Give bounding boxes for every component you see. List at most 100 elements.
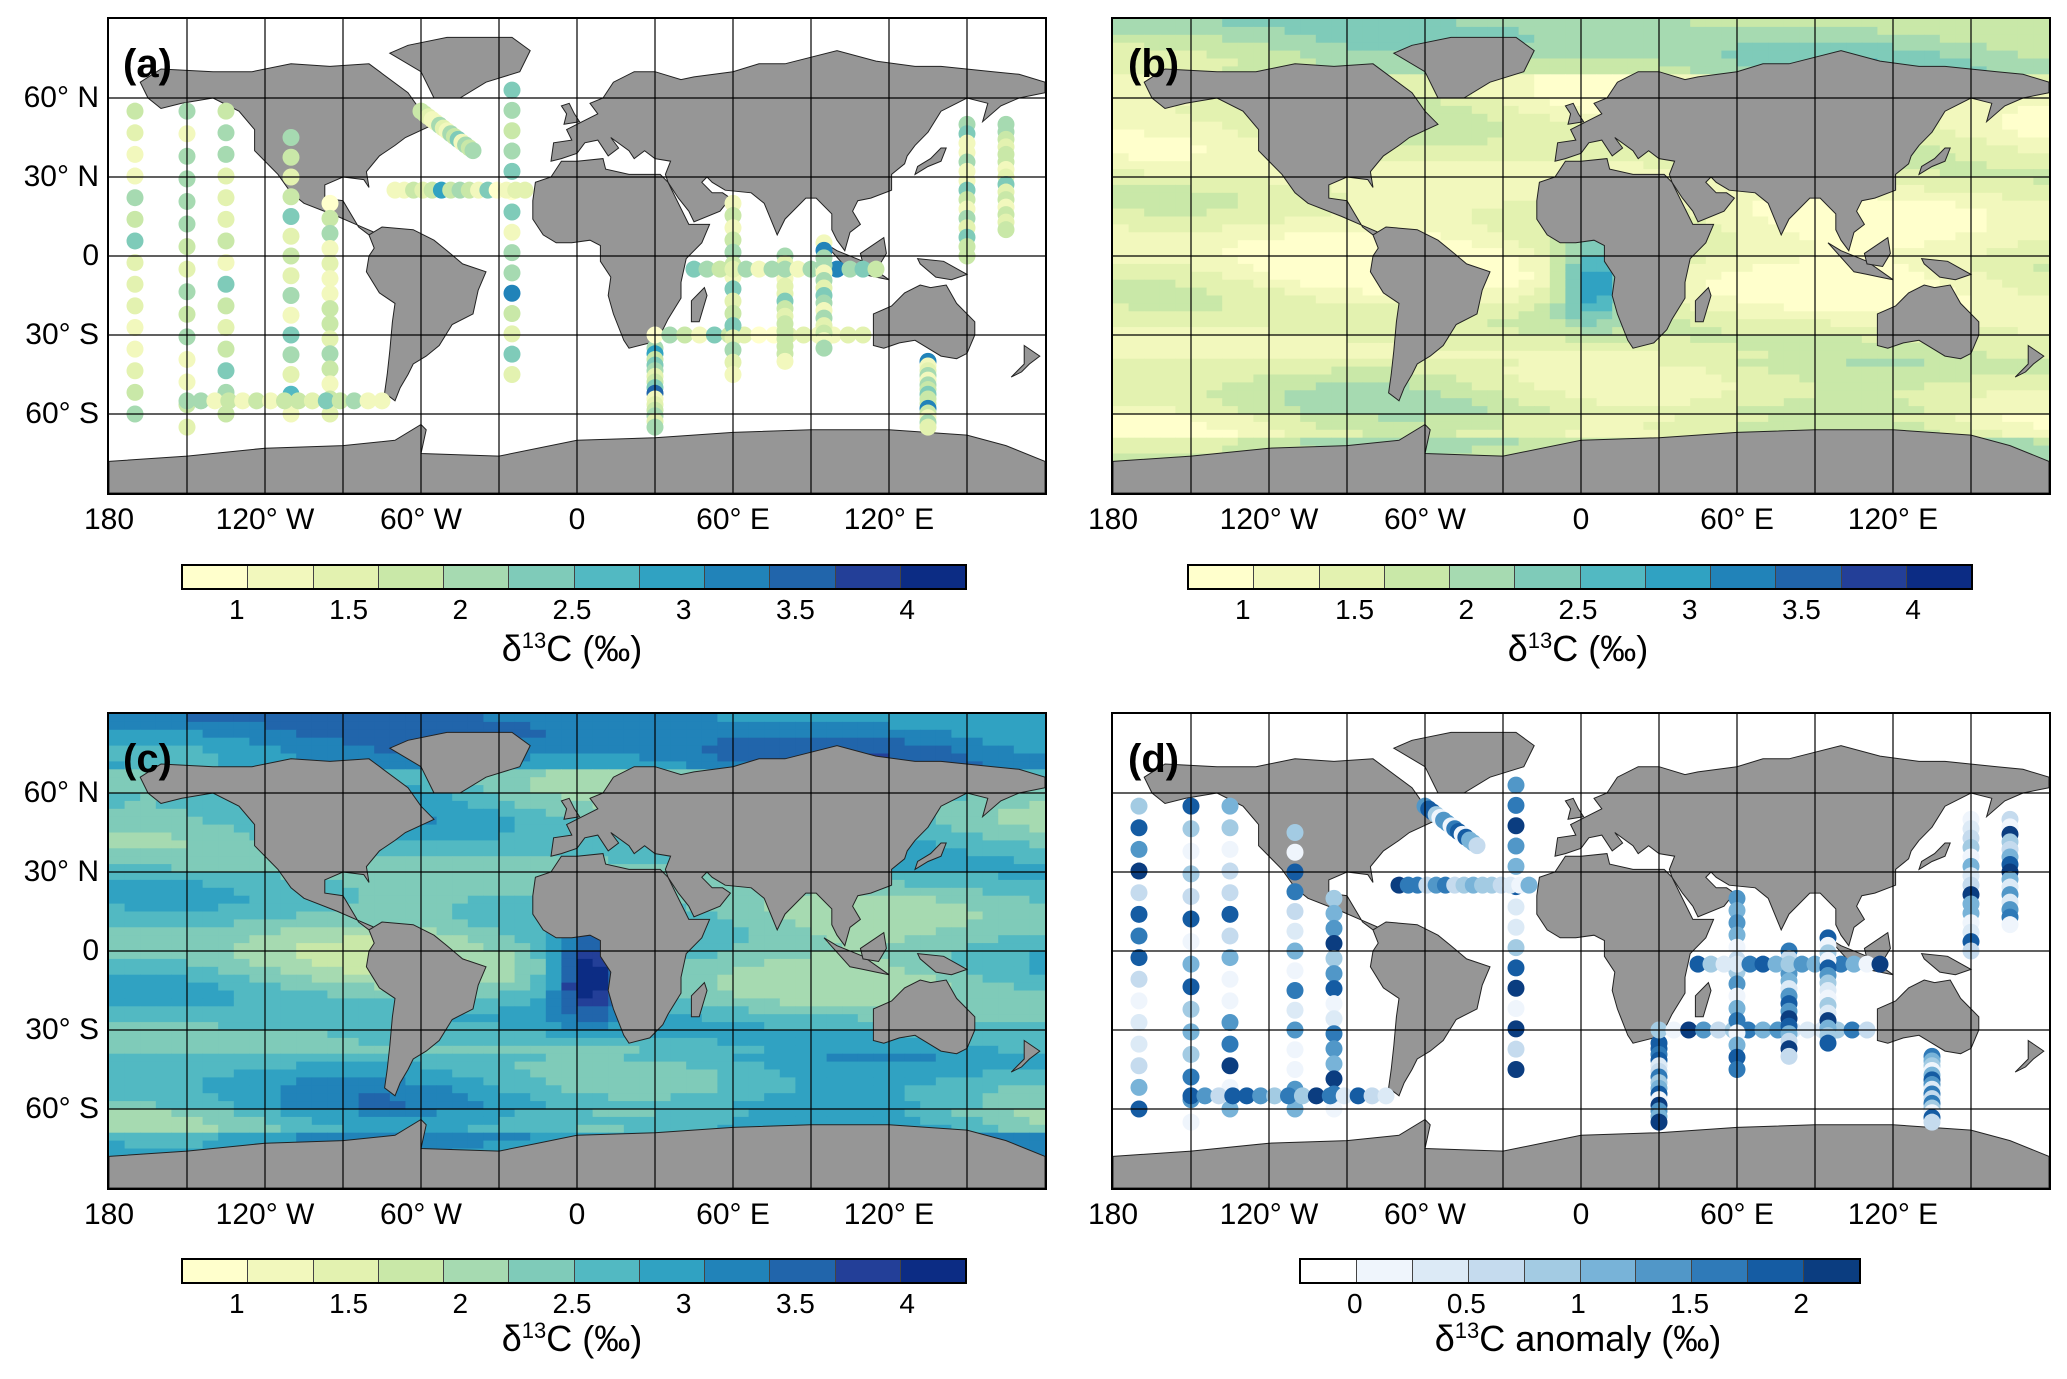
field-cell xyxy=(1128,303,1145,312)
field-cell xyxy=(623,737,640,747)
field-cell xyxy=(1955,398,1972,407)
field-cell xyxy=(1440,390,1457,399)
field-cell xyxy=(1596,335,1613,344)
field-cell xyxy=(1534,66,1551,75)
field-cell xyxy=(1971,145,1988,154)
observation-point xyxy=(192,392,210,410)
observation-point xyxy=(321,194,339,212)
field-cell xyxy=(1596,398,1613,407)
field-cell xyxy=(1503,129,1520,138)
field-cell xyxy=(655,761,672,770)
field-cell xyxy=(1783,224,1800,233)
field-cell xyxy=(1284,42,1301,52)
field-cell xyxy=(904,745,921,754)
field-cell xyxy=(1456,390,1473,399)
field-cell xyxy=(592,761,609,770)
field-cell xyxy=(1924,34,1941,44)
field-cell xyxy=(1534,256,1551,265)
land-polygon xyxy=(1827,242,1894,281)
field-cell xyxy=(1690,287,1707,296)
field-cell xyxy=(1222,208,1239,217)
field-cell xyxy=(1893,216,1910,225)
field-cell xyxy=(1565,19,1582,28)
field-cell xyxy=(1222,240,1239,249)
field-cell xyxy=(1986,263,2003,273)
field-cell xyxy=(1581,421,1598,431)
field-cell xyxy=(1877,216,1894,225)
observation-point xyxy=(503,244,521,262)
field-cell xyxy=(1503,311,1520,320)
field-cell xyxy=(483,824,500,833)
field-cell xyxy=(1690,248,1707,257)
field-cell xyxy=(1456,129,1473,138)
field-cell xyxy=(109,714,126,723)
field-cell xyxy=(1237,319,1254,328)
field-cell xyxy=(1986,382,2003,391)
field-cell xyxy=(1113,319,1130,328)
field-cell xyxy=(1518,342,1535,352)
field-cell xyxy=(1347,398,1364,407)
field-cell xyxy=(1222,319,1239,328)
field-cell xyxy=(1643,429,1660,439)
field-cell xyxy=(1144,129,1161,138)
field-cell xyxy=(1659,42,1676,52)
field-cell xyxy=(1222,271,1239,281)
field-cell xyxy=(1300,58,1317,67)
field-cell xyxy=(1269,177,1286,186)
field-cell xyxy=(1549,58,1566,67)
field-cell xyxy=(2002,358,2019,368)
field-cell xyxy=(1861,421,1878,431)
field-cell xyxy=(1815,248,1832,257)
field-cell xyxy=(670,729,687,739)
field-cell xyxy=(1565,153,1582,162)
field-cell xyxy=(1029,729,1045,739)
field-cell xyxy=(2033,153,2049,162)
field-cell xyxy=(1159,437,1176,447)
field-cell xyxy=(982,761,999,770)
field-cell xyxy=(1861,240,1878,249)
field-cell xyxy=(1284,287,1301,296)
field-cell xyxy=(1627,429,1644,439)
field-cell xyxy=(764,721,781,731)
field-cell xyxy=(545,816,562,826)
field-cell xyxy=(1331,26,1348,36)
observation-point xyxy=(217,362,235,380)
field-cell xyxy=(935,816,952,826)
field-cell xyxy=(1206,414,1223,423)
field-cell xyxy=(1253,437,1270,447)
field-cell xyxy=(1612,42,1629,52)
field-cell xyxy=(124,729,141,739)
field-cell xyxy=(499,769,516,778)
field-cell xyxy=(1487,319,1504,328)
field-cell xyxy=(1456,429,1473,439)
field-cell xyxy=(1924,398,1941,407)
field-cell xyxy=(1830,34,1847,44)
field-cell xyxy=(405,714,422,723)
field-cell xyxy=(1659,66,1676,75)
field-cell xyxy=(1690,327,1707,336)
field-cell xyxy=(904,729,921,739)
field-cell xyxy=(748,753,765,762)
field-cell xyxy=(1768,358,1785,368)
field-cell xyxy=(1222,232,1239,241)
field-cell xyxy=(187,737,204,747)
land-polygon xyxy=(914,147,947,176)
field-cell xyxy=(1315,311,1332,320)
field-cell xyxy=(1393,145,1410,154)
field-cell xyxy=(2033,248,2049,257)
field-cell xyxy=(1815,350,1832,360)
field-cell xyxy=(1284,26,1301,36)
field-cell xyxy=(2017,327,2034,336)
observation-point xyxy=(282,227,300,245)
field-cell xyxy=(514,729,531,739)
field-cell xyxy=(1206,445,1223,454)
field-cell xyxy=(1908,406,1925,415)
field-cell xyxy=(1799,335,1816,344)
colorbar-cell xyxy=(1776,566,1842,588)
field-cell xyxy=(1549,161,1566,170)
field-cell xyxy=(2017,113,2034,123)
field-cell xyxy=(1284,192,1301,202)
field-cell xyxy=(1253,311,1270,320)
field-cell xyxy=(577,714,594,723)
field-cell xyxy=(982,816,999,826)
